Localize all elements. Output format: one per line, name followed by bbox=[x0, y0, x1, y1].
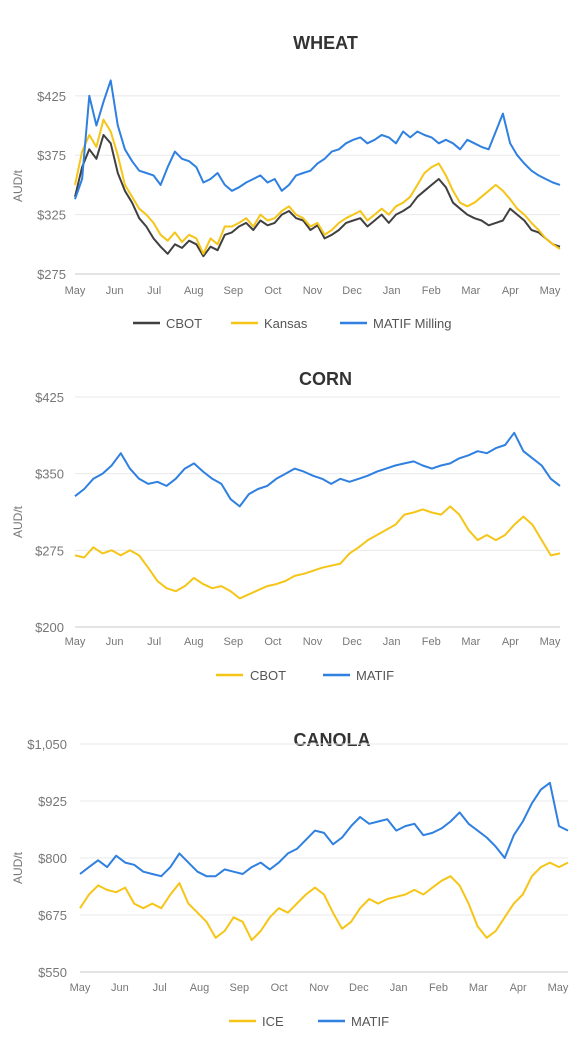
y-tick-label: $375 bbox=[37, 148, 66, 163]
chart-title: CORN bbox=[299, 369, 352, 389]
y-tick-label: $800 bbox=[38, 851, 67, 866]
y-tick-label: $350 bbox=[35, 467, 64, 482]
x-tick-label: Dec bbox=[342, 285, 362, 297]
x-tick-label: Jul bbox=[147, 285, 161, 297]
legend-label: CBOT bbox=[166, 316, 202, 331]
x-tick-label: Feb bbox=[422, 285, 441, 297]
y-tick-label: $425 bbox=[35, 390, 64, 405]
y-axis-title: AUD/t bbox=[11, 851, 25, 884]
legend-label: MATIF bbox=[351, 1014, 389, 1029]
x-tick-label: Oct bbox=[264, 285, 281, 297]
series-line-matif-milling bbox=[74, 79, 561, 200]
x-tick-label: Nov bbox=[309, 982, 329, 994]
x-tick-label: Sep bbox=[224, 285, 244, 297]
x-tick-label: May bbox=[540, 285, 561, 297]
y-axis-title: AUD/t bbox=[11, 169, 25, 202]
x-tick-label: Aug bbox=[190, 982, 210, 994]
x-tick-label: Jan bbox=[383, 285, 401, 297]
x-tick-label: Nov bbox=[303, 285, 323, 297]
y-tick-label: $550 bbox=[38, 965, 67, 980]
chart-wheat: WHEAT $275 $325 $375 $425 AUD/t May Jun Jul Aug Se… bbox=[11, 33, 561, 331]
x-tick-label: Aug bbox=[184, 636, 204, 648]
chart-title: CANOLA bbox=[294, 730, 371, 750]
x-tick-label: May bbox=[548, 982, 569, 994]
x-tick-label: May bbox=[65, 285, 86, 297]
x-tick-label: Sep bbox=[224, 636, 244, 648]
x-tick-label: Mar bbox=[469, 982, 488, 994]
legend-label: CBOT bbox=[250, 668, 286, 683]
x-tick-label: May bbox=[70, 982, 91, 994]
series-line-cbot bbox=[74, 134, 561, 258]
x-tick-label: Jan bbox=[390, 982, 408, 994]
x-tick-label: Jun bbox=[106, 285, 124, 297]
y-tick-label: $1,050 bbox=[27, 737, 67, 752]
legend-label: Kansas bbox=[264, 316, 308, 331]
y-tick-label: $325 bbox=[37, 208, 66, 223]
x-tick-label: Aug bbox=[184, 285, 204, 297]
x-tick-label: Apr bbox=[502, 285, 519, 297]
x-tick-label: Nov bbox=[303, 636, 323, 648]
x-tick-label: Sep bbox=[230, 982, 250, 994]
legend-label: MATIF Milling bbox=[373, 316, 451, 331]
x-tick-label: Dec bbox=[349, 982, 369, 994]
y-tick-label: $425 bbox=[37, 89, 66, 104]
y-tick-label: $675 bbox=[38, 908, 67, 923]
series-line-matif bbox=[74, 431, 561, 508]
x-tick-label: Oct bbox=[271, 982, 288, 994]
x-tick-label: May bbox=[540, 636, 561, 648]
x-tick-label: Jan bbox=[383, 636, 401, 648]
y-tick-label: $275 bbox=[37, 267, 66, 282]
x-tick-label: Apr bbox=[510, 982, 527, 994]
y-tick-label: $925 bbox=[38, 794, 67, 809]
x-tick-label: Oct bbox=[264, 636, 281, 648]
x-tick-label: Mar bbox=[461, 636, 480, 648]
x-tick-label: May bbox=[65, 636, 86, 648]
series-line-kansas bbox=[74, 118, 561, 255]
x-tick-label: Mar bbox=[461, 285, 480, 297]
x-tick-label: Feb bbox=[429, 982, 448, 994]
legend-label: MATIF bbox=[356, 668, 394, 683]
chart-corn: CORN $200 $275 $350 $425 AUD/t May Jun Jul Aug Sep… bbox=[11, 369, 561, 683]
x-tick-label: Dec bbox=[342, 636, 362, 648]
x-tick-label: Jul bbox=[147, 636, 161, 648]
x-tick-label: Feb bbox=[422, 636, 441, 648]
series-line-cbot bbox=[74, 505, 561, 600]
x-tick-label: Jul bbox=[153, 982, 167, 994]
chart-title: WHEAT bbox=[293, 33, 358, 53]
x-tick-label: Apr bbox=[502, 636, 519, 648]
series-line-ice bbox=[79, 861, 569, 942]
series-line-matif bbox=[79, 781, 569, 878]
x-tick-label: Jun bbox=[106, 636, 124, 648]
legend-label: ICE bbox=[262, 1014, 284, 1029]
y-tick-label: $200 bbox=[35, 620, 64, 635]
y-tick-label: $275 bbox=[35, 543, 64, 558]
x-tick-label: Jun bbox=[111, 982, 129, 994]
y-axis-title: AUD/t bbox=[11, 505, 25, 538]
chart-canola: CANOLA $550 $675 $800 $925 $1,050 AUD/t May Jun J… bbox=[11, 730, 569, 1029]
